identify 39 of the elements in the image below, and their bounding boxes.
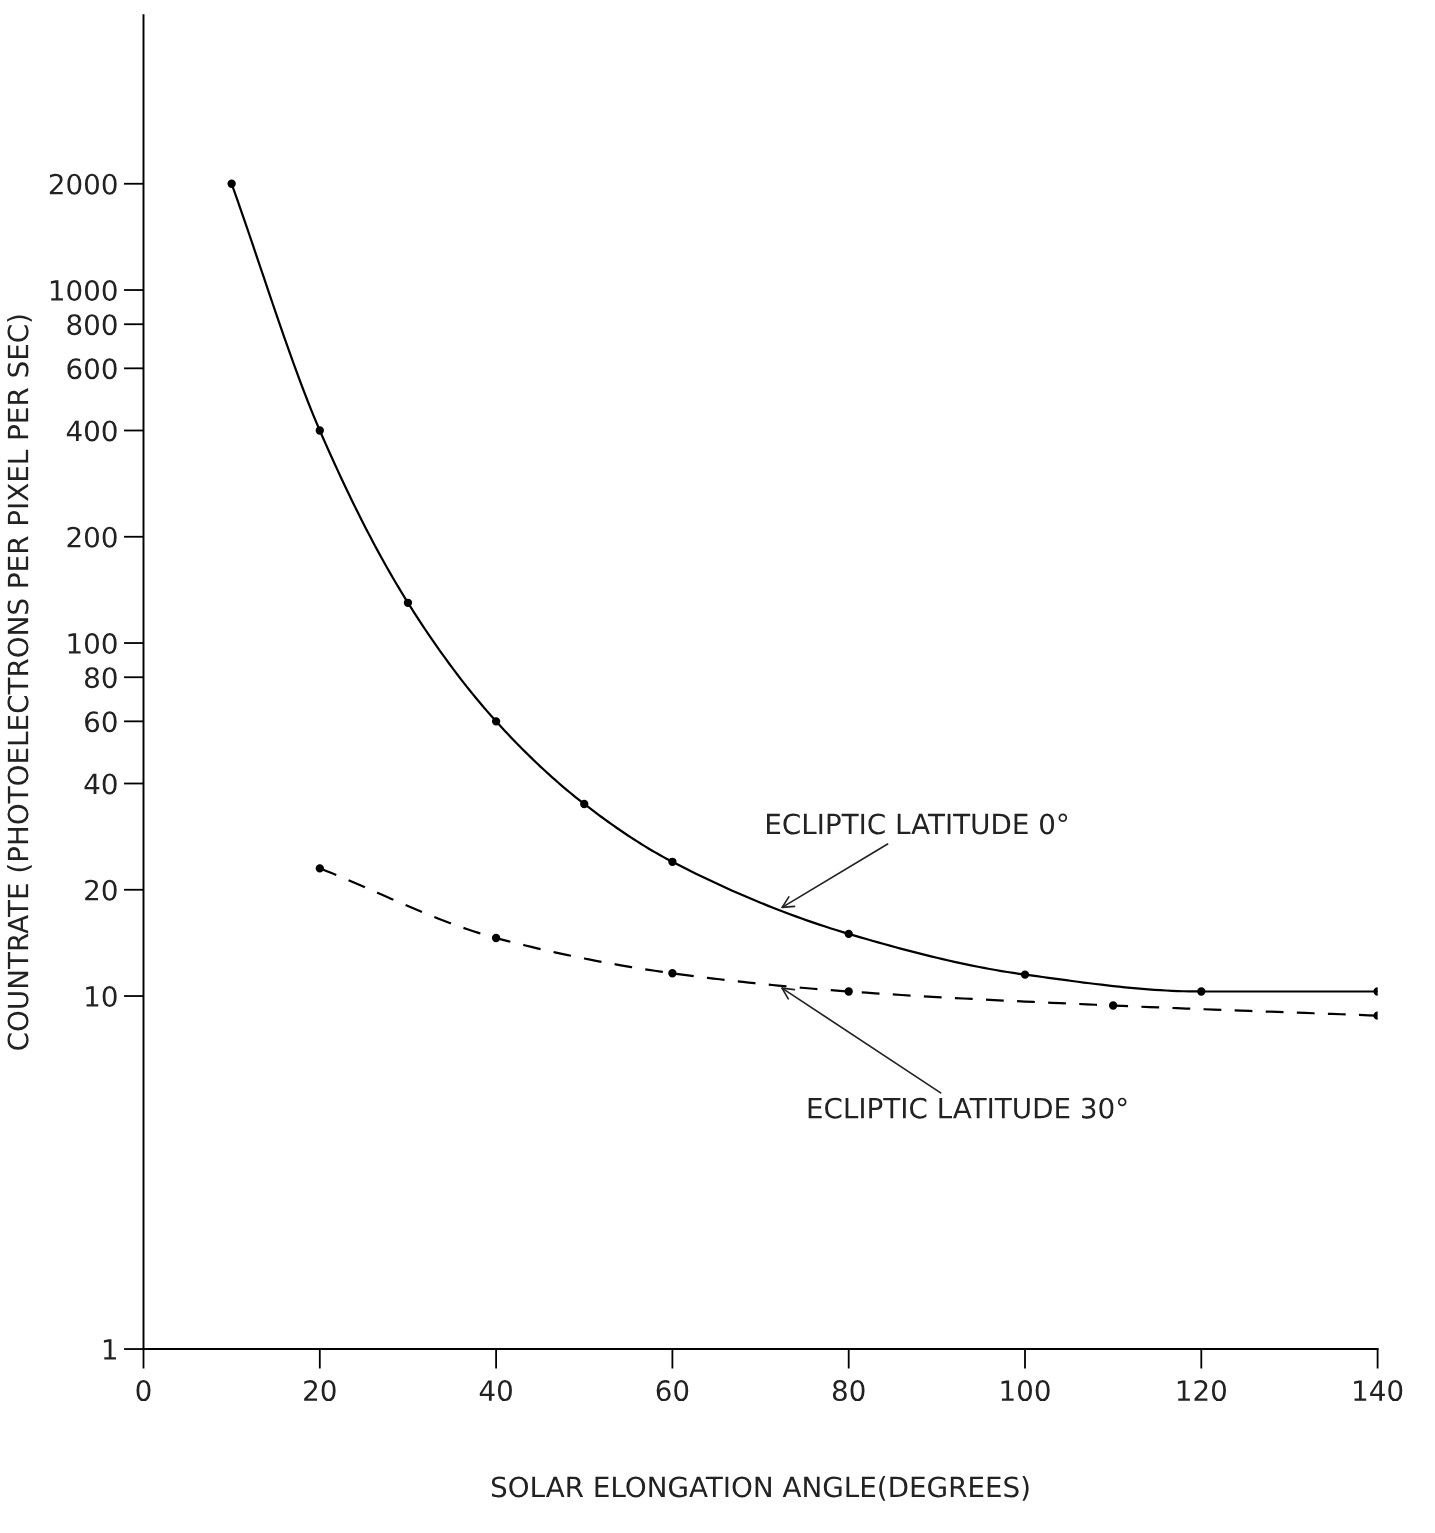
x-tick-label: 0 xyxy=(136,1380,151,1402)
y-tick-label: 200 xyxy=(67,526,117,548)
point xyxy=(403,598,413,607)
y-tick-label: 100 xyxy=(68,632,117,654)
point xyxy=(227,179,236,188)
point xyxy=(580,799,589,809)
y-tick-label: 60 xyxy=(85,711,117,733)
text: ECLIPTIC LATITUDE 0° xyxy=(767,813,1068,835)
point xyxy=(315,864,324,873)
x-axis-title: SOLAR ELONGATION ANGLE(DEGREES) xyxy=(491,1475,1029,1501)
x-tick-label: 80 xyxy=(832,1380,865,1402)
point xyxy=(844,987,853,996)
y-tick-label: 600 xyxy=(67,358,117,380)
point xyxy=(491,933,501,943)
point xyxy=(1197,987,1206,996)
point xyxy=(668,969,677,978)
y-tick-label: 1000 xyxy=(50,279,117,301)
y-tick-label: 10 xyxy=(86,985,117,1007)
x-tick-label: 40 xyxy=(479,1380,512,1402)
point xyxy=(668,857,677,866)
y-tick-label: 1 xyxy=(103,1339,116,1360)
point xyxy=(1020,970,1030,979)
text: ECLIPTIC LATITUDE 30° xyxy=(808,1097,1127,1119)
y-tick-label: 80 xyxy=(85,667,117,689)
x-tick-label: 60 xyxy=(656,1380,689,1402)
y-tick-label: 800 xyxy=(67,314,117,336)
point xyxy=(844,929,853,939)
x-tick-label: 20 xyxy=(304,1380,336,1402)
y-tick-label: 2000 xyxy=(49,173,117,195)
y-tick-label: 400 xyxy=(66,420,117,442)
point xyxy=(315,426,324,435)
point xyxy=(1108,1001,1118,1010)
y-tick-label: 40 xyxy=(84,773,117,795)
x-tick-label: 140 xyxy=(1354,1380,1403,1402)
x-tick-label: 120 xyxy=(1177,1380,1226,1402)
point xyxy=(491,717,501,726)
y-tick-label: 20 xyxy=(85,879,117,901)
y-axis-title: COUNTRATE (PHOTOELECTRONS PER PIXEL PER SEC) xyxy=(7,315,32,1050)
x-tick-label: 100 xyxy=(1001,1380,1050,1402)
